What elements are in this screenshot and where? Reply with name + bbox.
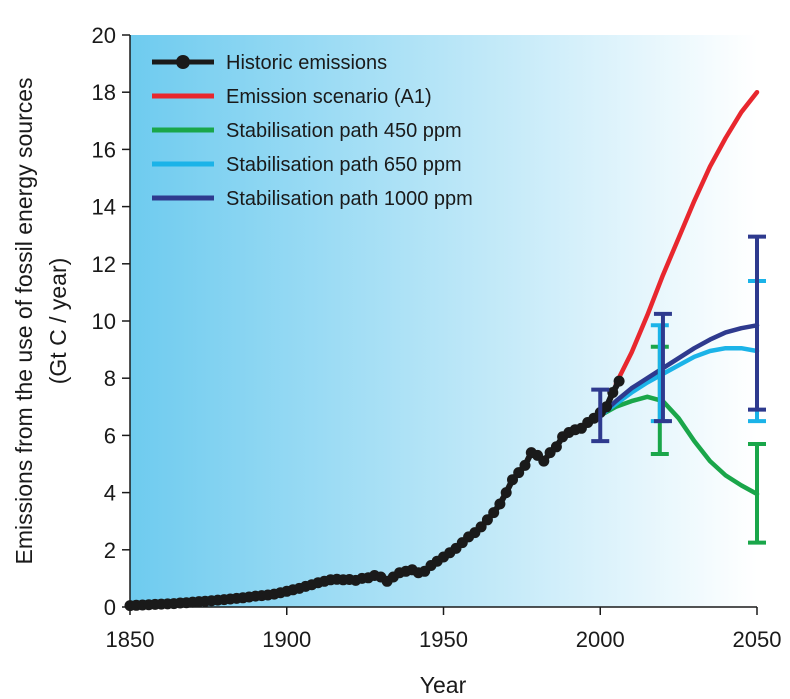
x-tick-label: 2050: [733, 627, 782, 652]
historic-point: [513, 467, 525, 479]
legend-label: Historic emissions: [226, 52, 387, 74]
series-line-stabilisation-path-1000-ppm: [598, 323, 760, 418]
historic-point: [601, 401, 612, 413]
y-tick-label: 16: [92, 137, 116, 162]
historic-point: [613, 375, 625, 387]
y-tick-label: 4: [104, 481, 116, 506]
historic-point: [519, 459, 531, 471]
x-tick-label: 1950: [419, 627, 468, 652]
plot-background: [130, 35, 757, 607]
historic-point: [494, 498, 506, 510]
y-axis-title-line2: (Gt C / year): [45, 258, 71, 385]
y-tick-label: 0: [104, 595, 116, 620]
y-tick-label: 6: [104, 423, 116, 448]
y-axis-title-line1: Emissions from the use of fossil energy …: [11, 77, 37, 564]
historic-point: [538, 455, 550, 467]
y-tick-label: 8: [104, 366, 116, 391]
historic-point: [481, 514, 493, 526]
legend-marker: [176, 55, 190, 69]
legend-label: Emission scenario (A1): [226, 86, 432, 108]
series-line-emission-scenario-a1: [613, 89, 760, 387]
x-tick-label: 1900: [262, 627, 311, 652]
historic-point: [607, 387, 619, 398]
x-tick-label: 2000: [576, 627, 625, 652]
y-tick-label: 20: [92, 23, 116, 48]
series-line-stabilisation-path-450-ppm: [598, 394, 760, 497]
legend-label: Stabilisation path 1000 ppm: [226, 188, 473, 210]
y-tick-label: 14: [92, 195, 116, 220]
historic-point: [507, 474, 518, 486]
y-tick-label: 12: [92, 252, 116, 277]
y-tick-label: 10: [92, 309, 116, 334]
x-axis-title: Year: [420, 672, 467, 698]
x-tick-label: 1850: [106, 627, 155, 652]
historic-point: [475, 521, 487, 533]
y-tick-label: 2: [104, 538, 116, 563]
historic-point: [488, 507, 500, 519]
y-tick-label: 18: [92, 80, 116, 105]
historic-point: [550, 441, 562, 453]
legend-label: Stabilisation path 450 ppm: [226, 120, 462, 142]
legend-label: Stabilisation path 650 ppm: [226, 154, 462, 176]
historic-point: [500, 487, 512, 499]
series-line-stabilisation-path-650-ppm: [598, 345, 760, 418]
